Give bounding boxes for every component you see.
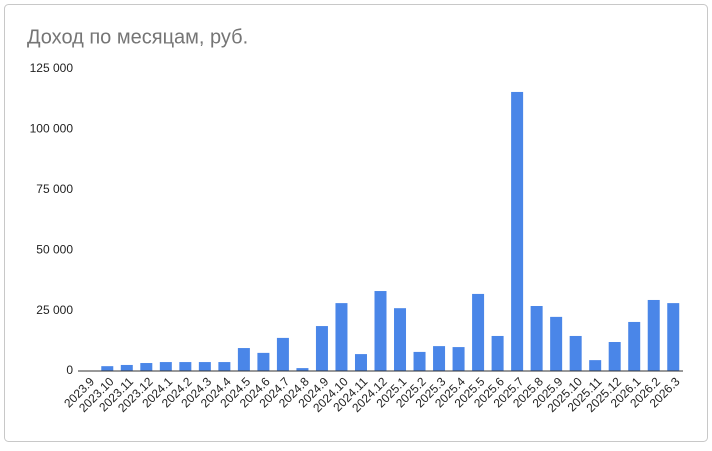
- y-tick-label: 100 000: [30, 122, 74, 136]
- bar: [491, 335, 504, 371]
- chart-title: Доход по месяцам, руб.: [27, 26, 248, 48]
- bar: [120, 364, 133, 371]
- bar: [569, 335, 582, 371]
- y-tick-label: 125 000: [30, 61, 74, 75]
- bar: [647, 299, 660, 371]
- bar: [511, 91, 524, 372]
- bar: [237, 348, 250, 371]
- bar: [198, 362, 211, 371]
- bar: [374, 291, 387, 371]
- bar: [276, 337, 289, 371]
- bar: [433, 346, 446, 371]
- bar: [452, 347, 465, 371]
- bar: [608, 342, 621, 371]
- bar: [530, 306, 543, 371]
- bar: [315, 326, 328, 371]
- bar: [354, 354, 367, 371]
- bar: [667, 303, 680, 371]
- bar: [394, 308, 407, 371]
- bar: [472, 293, 485, 371]
- bar: [179, 362, 192, 371]
- bar: [257, 352, 270, 371]
- bar: [413, 351, 426, 371]
- bar: [218, 362, 231, 371]
- y-tick-label: 75 000: [36, 182, 73, 196]
- bar: [296, 368, 309, 371]
- bar: [589, 360, 602, 371]
- bar: [628, 321, 641, 371]
- y-tick-label: 25 000: [36, 303, 73, 317]
- chart-frame: [4, 4, 708, 442]
- bar: [335, 303, 348, 371]
- bar: [159, 362, 172, 371]
- bar: [140, 363, 153, 371]
- bar: [550, 316, 563, 371]
- y-tick-label: 50 000: [36, 242, 73, 256]
- bar: [101, 366, 114, 371]
- y-tick-label: 0: [66, 363, 73, 377]
